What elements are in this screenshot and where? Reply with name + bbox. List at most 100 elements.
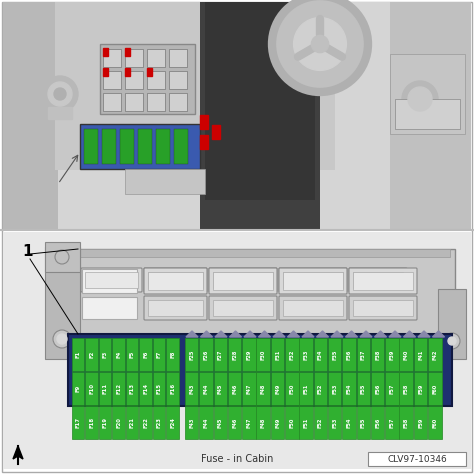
Bar bbox=[103, 93, 121, 111]
Text: F42: F42 bbox=[432, 349, 438, 360]
Bar bbox=[371, 338, 384, 371]
Bar bbox=[156, 129, 170, 164]
Bar bbox=[139, 338, 152, 371]
Bar bbox=[214, 406, 227, 439]
Text: F12: F12 bbox=[116, 383, 121, 394]
Text: F58: F58 bbox=[404, 418, 409, 428]
Bar bbox=[48, 107, 72, 119]
Polygon shape bbox=[201, 331, 212, 337]
Circle shape bbox=[42, 76, 78, 112]
Bar bbox=[103, 68, 108, 76]
Text: F16: F16 bbox=[170, 383, 175, 394]
Circle shape bbox=[272, 0, 368, 92]
Circle shape bbox=[55, 250, 69, 264]
Text: F60: F60 bbox=[432, 418, 438, 428]
Bar bbox=[385, 406, 399, 439]
Text: F44: F44 bbox=[203, 383, 209, 394]
Bar bbox=[148, 272, 203, 290]
Text: F56: F56 bbox=[375, 383, 380, 393]
Text: F37: F37 bbox=[361, 349, 366, 360]
Bar bbox=[353, 300, 413, 316]
Text: F23: F23 bbox=[157, 417, 162, 428]
FancyBboxPatch shape bbox=[349, 268, 417, 294]
Bar bbox=[428, 338, 442, 371]
Bar bbox=[342, 406, 356, 439]
Text: F54: F54 bbox=[346, 383, 352, 394]
Text: F53: F53 bbox=[332, 417, 337, 428]
Bar bbox=[153, 406, 165, 439]
Bar bbox=[125, 93, 143, 111]
Polygon shape bbox=[244, 331, 256, 337]
Bar bbox=[174, 129, 188, 164]
Bar bbox=[242, 372, 255, 405]
Bar bbox=[82, 297, 137, 319]
Text: F31: F31 bbox=[275, 349, 280, 360]
Text: F43: F43 bbox=[189, 383, 194, 394]
Bar bbox=[212, 125, 220, 139]
Bar bbox=[213, 272, 273, 288]
Text: Fuse - in Cabin: Fuse - in Cabin bbox=[201, 454, 273, 464]
Bar bbox=[314, 406, 327, 439]
Bar bbox=[125, 169, 205, 194]
Bar bbox=[300, 338, 313, 371]
Text: CLV97-10346: CLV97-10346 bbox=[387, 455, 447, 464]
Polygon shape bbox=[418, 331, 430, 337]
Bar bbox=[438, 289, 466, 359]
Text: F41: F41 bbox=[418, 349, 423, 360]
Bar bbox=[385, 372, 399, 405]
Text: F51: F51 bbox=[304, 383, 309, 394]
Bar bbox=[285, 372, 299, 405]
Bar bbox=[300, 406, 313, 439]
Text: F38: F38 bbox=[375, 349, 380, 360]
FancyBboxPatch shape bbox=[279, 268, 347, 294]
Bar bbox=[72, 406, 84, 439]
Bar bbox=[120, 129, 134, 164]
Bar bbox=[368, 452, 466, 466]
Bar bbox=[414, 338, 427, 371]
Text: F28: F28 bbox=[232, 349, 237, 360]
Bar bbox=[353, 272, 413, 290]
FancyBboxPatch shape bbox=[349, 296, 417, 320]
Bar bbox=[185, 372, 199, 405]
Bar bbox=[153, 372, 165, 405]
Bar bbox=[45, 242, 80, 272]
Bar bbox=[112, 372, 125, 405]
Circle shape bbox=[444, 333, 460, 349]
Bar bbox=[102, 129, 116, 164]
Bar bbox=[125, 71, 143, 89]
Bar bbox=[3, 2, 58, 230]
Bar bbox=[328, 406, 341, 439]
Bar bbox=[285, 338, 299, 371]
Bar bbox=[428, 372, 442, 405]
Bar bbox=[68, 334, 452, 406]
Bar bbox=[112, 338, 125, 371]
Bar bbox=[205, 2, 315, 200]
Text: F58: F58 bbox=[404, 383, 409, 393]
Bar bbox=[400, 372, 413, 405]
Bar bbox=[200, 135, 208, 149]
Text: F5: F5 bbox=[130, 351, 135, 358]
Polygon shape bbox=[302, 331, 314, 337]
Bar bbox=[356, 338, 370, 371]
Circle shape bbox=[48, 82, 72, 106]
Bar bbox=[400, 338, 413, 371]
Text: F29: F29 bbox=[246, 349, 251, 360]
Text: F39: F39 bbox=[390, 349, 394, 360]
Bar bbox=[147, 93, 165, 111]
Bar bbox=[85, 338, 98, 371]
Text: F7: F7 bbox=[157, 351, 162, 358]
Circle shape bbox=[311, 36, 328, 53]
Text: F19: F19 bbox=[103, 417, 108, 428]
Bar bbox=[72, 372, 84, 405]
FancyBboxPatch shape bbox=[144, 296, 207, 320]
Bar bbox=[75, 249, 455, 342]
Bar bbox=[147, 68, 152, 76]
Bar bbox=[390, 54, 465, 134]
Text: F52: F52 bbox=[318, 417, 323, 428]
Bar bbox=[228, 372, 241, 405]
Bar bbox=[169, 49, 187, 67]
Polygon shape bbox=[403, 331, 416, 337]
Bar bbox=[147, 71, 165, 89]
Bar bbox=[126, 406, 138, 439]
Polygon shape bbox=[374, 331, 386, 337]
